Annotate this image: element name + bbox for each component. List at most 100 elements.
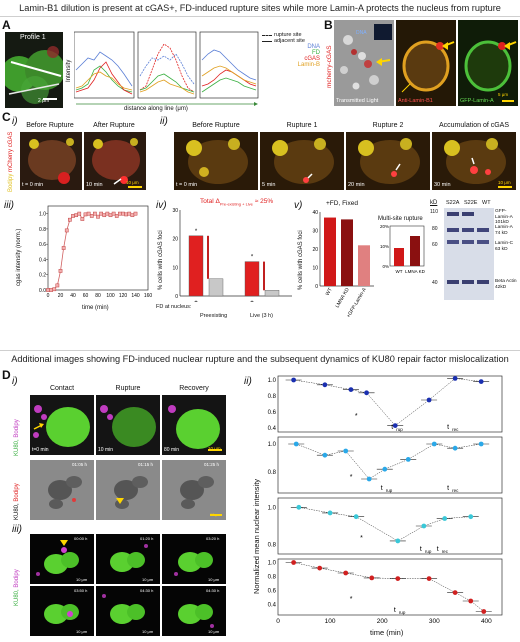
data-point [58, 269, 63, 273]
panel-d-gray-frame-2 [96, 460, 160, 520]
panel-b-transmitted [334, 20, 394, 106]
y-tick-label: 0.0 [39, 288, 46, 294]
panel-letter-b: B [324, 18, 333, 32]
data-point [317, 565, 323, 571]
western-band-4: Beta Actin 42kD [495, 279, 517, 290]
c-ii-frame-3-svg [358, 138, 420, 184]
t-rec-subscript: rec [452, 427, 459, 432]
panel-d-iii-label: iii) [12, 524, 22, 535]
panel-letter-c: C [2, 110, 11, 124]
y-tick-label: 40 [312, 210, 318, 216]
data-point [127, 211, 132, 216]
panel-c-iv-ylabel: % cells with cGAS foci [158, 230, 164, 290]
significance-star: * [360, 535, 363, 542]
chart-c-iv: 0 10 20 30 + - + - * * [172, 208, 292, 302]
bar [324, 217, 336, 286]
profile-plot-1 [74, 31, 135, 99]
y-tick-label: 0.6 [268, 410, 277, 416]
panel-c-ii-time-3: 20 min [348, 182, 365, 188]
panel-b-dna-label: DNA [356, 30, 367, 36]
legend-lamin-b: Lamin-B [297, 62, 320, 68]
data-point [369, 575, 375, 581]
t-rup-label: t [420, 546, 422, 553]
c-ii-frame-4-svg [444, 138, 512, 188]
bar [358, 245, 370, 286]
panel-b-lamin-a [458, 20, 518, 106]
panel-c-i-scale: 10 μm [126, 180, 139, 185]
data-point [99, 211, 103, 216]
legend-adjacent-site: adjacent site [262, 38, 320, 44]
t-rec-label: t [447, 424, 449, 431]
panel-d-iii-time-2: 01:20 h [140, 536, 154, 541]
data-point [86, 211, 91, 216]
legend-cgas: cGAS [304, 56, 320, 62]
panel-c-iv-fd-label: FD at nucleus: [156, 304, 192, 310]
data-point [114, 214, 119, 218]
panel-d-i-title-3: Recovery [179, 385, 209, 392]
panel-d-iii-time-1: 00:00 h [74, 536, 88, 541]
bar [264, 290, 280, 297]
d-iii-3-svg [174, 552, 213, 576]
category-label: LMNA KD [405, 269, 426, 274]
d-iii-5-svg [102, 594, 145, 624]
panel-d-iii-frame-4 [30, 586, 94, 636]
subplot-frame [277, 436, 503, 494]
lamin-b1-svg [401, 40, 455, 93]
panel-a-ylabel: Intensity [66, 59, 72, 82]
inset-frame [389, 225, 425, 267]
panel-a-legend: rupture site adjacent site DNA FD cGAS L… [262, 32, 320, 68]
data-point [130, 213, 135, 218]
panel-d-iii-time-5: 04:30 h [140, 588, 154, 593]
y-tick-label: 0 [175, 294, 178, 300]
panel-c-i-label: i) [12, 116, 18, 127]
panel-b-lamin-b1-label: Anti-Lamin-B1 [398, 98, 433, 104]
panel-b-scale: 5 μm [498, 92, 509, 97]
y-tick-label: 0.4 [268, 426, 277, 432]
panel-d-i-frame-2 [96, 395, 160, 455]
y-tick-label: 0 [315, 284, 318, 290]
significance-star: * [355, 413, 358, 420]
data-point [89, 214, 94, 218]
panel-d-gray-scale: 10 μm [210, 512, 222, 517]
panel-letter-a: A [2, 18, 11, 32]
x-tick-label: 0 [276, 618, 280, 625]
panel-d-i-time-1: t=0 min [32, 447, 49, 453]
d-i-frame-2-svg [100, 405, 156, 447]
x-tick-label: 140 [131, 293, 140, 299]
data-point [426, 576, 432, 581]
panel-d-i-side-label: KU80, Bodipy [14, 419, 20, 456]
panel-c-i-title-2: After Rupture [93, 122, 135, 129]
plot-frame [47, 205, 149, 291]
y-tick-label: 1.0 [268, 378, 277, 384]
panel-d-iii-frame-3 [162, 534, 226, 584]
ladder-60: 60 [432, 242, 438, 248]
panel-b-side-label: mcherry-cGAS [326, 45, 333, 88]
t-rup-subscript: rup [425, 549, 432, 554]
c-i-frame-1-svg [28, 138, 76, 184]
panel-d-iii-frame-5 [96, 586, 160, 636]
western-lane-3: WT [482, 200, 491, 206]
panel-c-v-title: +FD, Fixed [326, 200, 358, 207]
data-point [64, 228, 69, 233]
y-tick-label: 20 [172, 237, 178, 243]
x-tick-label: 400 [481, 618, 492, 625]
data-point [49, 288, 53, 292]
data-point [74, 213, 78, 218]
data-point [364, 390, 369, 396]
y-tick-label: 1.0 [39, 212, 46, 218]
data-point [395, 538, 401, 544]
data-point [382, 466, 388, 472]
chart-c-v-inset: 0% 10% 20% WT LMNA KD [380, 224, 426, 274]
y-tick-label: 0.4 [268, 603, 277, 609]
panel-c-v-inset-title: Multi-site rupture [378, 216, 423, 222]
panel-d-gray-time-1: 01:05 h [72, 462, 88, 467]
panel-d-iii-side-label: KU80, Bodipy [14, 569, 20, 606]
panel-a-profile-plots [74, 31, 259, 106]
panel-d-i-title-1: Contact [49, 385, 75, 392]
panel-d-i-frame-3 [162, 395, 226, 455]
y-tick-label: 0.8 [39, 227, 46, 233]
divider [0, 16, 520, 17]
bar [410, 236, 420, 266]
x-tick-label: 120 [119, 293, 128, 299]
x-tick-label: 80 [95, 293, 101, 299]
